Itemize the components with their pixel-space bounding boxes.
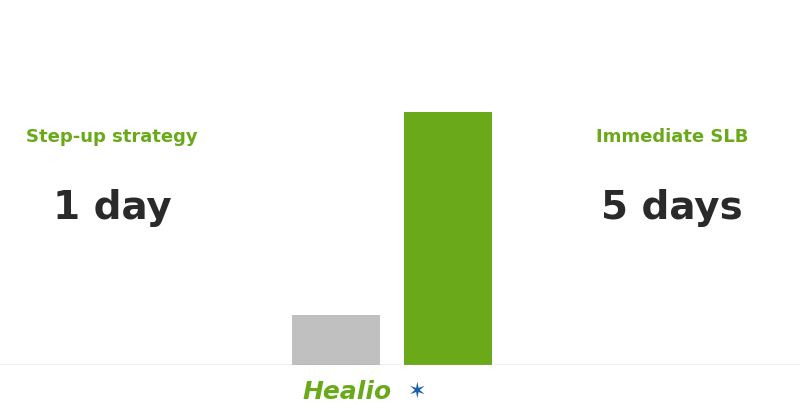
Text: Healio: Healio (303, 380, 392, 404)
FancyBboxPatch shape (404, 112, 492, 365)
Text: 1 day: 1 day (53, 189, 171, 227)
Text: ✶: ✶ (408, 382, 426, 402)
Text: 5 days: 5 days (601, 189, 743, 227)
Text: Immediate SLB: Immediate SLB (596, 128, 748, 146)
Text: Step-up strategy: Step-up strategy (26, 128, 198, 146)
FancyBboxPatch shape (292, 315, 380, 365)
Text: Median length of in-hospital stay:: Median length of in-hospital stay: (201, 22, 599, 42)
